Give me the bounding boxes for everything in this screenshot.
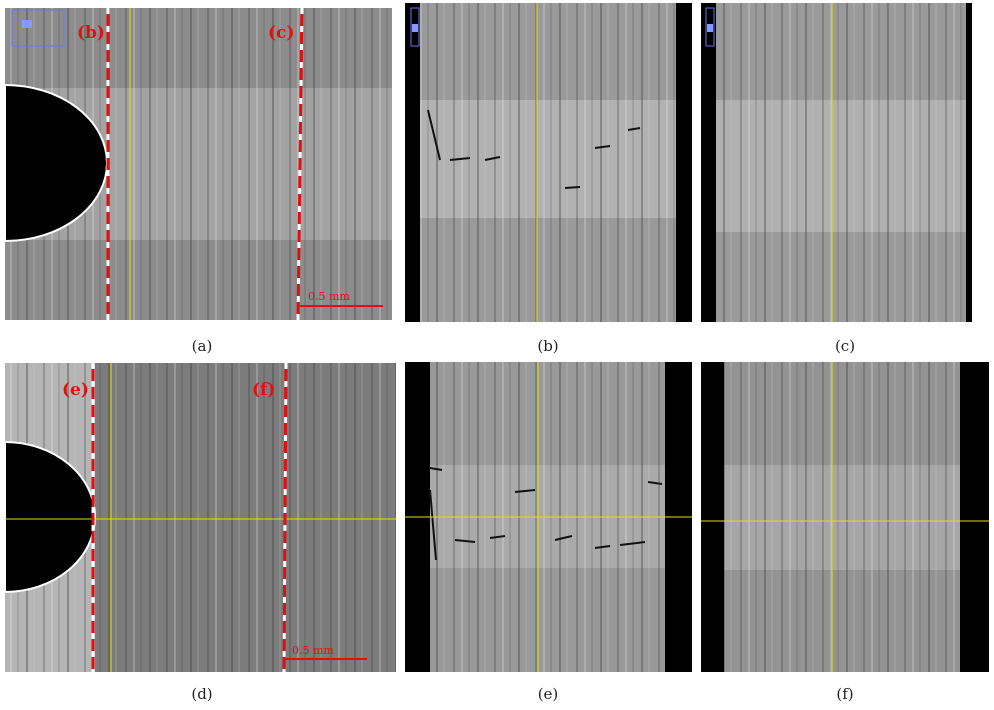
panel-label: (c)	[268, 23, 294, 43]
panel-label: (e)	[62, 380, 89, 400]
scale-bar-label: 0.5 mm	[292, 644, 334, 657]
caption: (f)	[836, 685, 853, 703]
panel-e	[405, 362, 692, 672]
caption: (e)	[538, 685, 559, 703]
caption: (b)	[537, 337, 558, 355]
caption: (d)	[191, 685, 212, 703]
caption: (a)	[192, 337, 213, 355]
panel-label: (f)	[252, 380, 275, 400]
scale-bar-label: 0.5 mm	[308, 290, 350, 303]
panel-label: (b)	[77, 23, 105, 43]
panel-f	[701, 362, 989, 672]
panel-a: (b) (c) 0.5 mm	[4, 7, 392, 321]
caption: (c)	[835, 337, 855, 355]
panel-b	[405, 3, 692, 322]
panel-d: (e) (f) 0.5 mm	[4, 362, 396, 673]
panel-c	[701, 3, 972, 322]
